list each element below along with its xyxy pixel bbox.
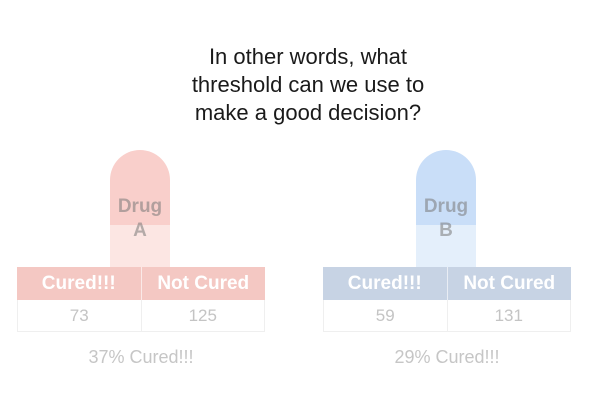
drug-a-pill-label-line2: A — [133, 220, 147, 241]
question-line-3: make a good decision? — [194, 100, 422, 125]
drug-b-table-row: 59 131 — [323, 300, 571, 332]
drug-b-pill-label-line1: Drug — [423, 196, 469, 217]
drug-a-summary: 37% Cured!!! — [88, 347, 194, 367]
drug-b-header-not-cured: Not Cured — [463, 273, 556, 294]
drug-b-value-cured: 59 — [324, 300, 448, 331]
drug-a-table-row: 73 125 — [17, 300, 265, 332]
drug-a-panel: Drug A Cured!!! Not Cured 73 125 37% Cur… — [17, 150, 265, 390]
drug-b-summary: 29% Cured!!! — [394, 347, 500, 367]
drug-a-pill-label-line1: Drug — [117, 196, 163, 217]
drug-a-header-cured: Cured!!! — [17, 267, 142, 300]
drug-b-panel: Drug B Cured!!! Not Cured 59 131 29% Cur… — [323, 150, 571, 390]
drug-a-pill-top — [110, 150, 170, 225]
drug-b-pill-top — [416, 150, 476, 225]
drug-a-value-cured: 73 — [18, 300, 142, 331]
drug-a-value-not-cured: 125 — [188, 306, 217, 325]
drug-b-value-not-cured: 131 — [494, 306, 523, 325]
drug-a-pill-icon: Drug A — [110, 150, 170, 300]
drug-a-header-not-cured: Not Cured — [157, 273, 250, 294]
question-line-1: In other words, what — [208, 44, 408, 69]
drug-b-table-header: Cured!!! Not Cured — [323, 267, 571, 300]
drug-b-header-cured: Cured!!! — [323, 267, 448, 300]
question-line-2: threshold can we use to — [191, 72, 425, 97]
drug-b-pill-label-line2: B — [439, 220, 453, 241]
drug-a-table-header: Cured!!! Not Cured — [17, 267, 265, 300]
question-text: In other words, what threshold can we us… — [0, 43, 616, 127]
